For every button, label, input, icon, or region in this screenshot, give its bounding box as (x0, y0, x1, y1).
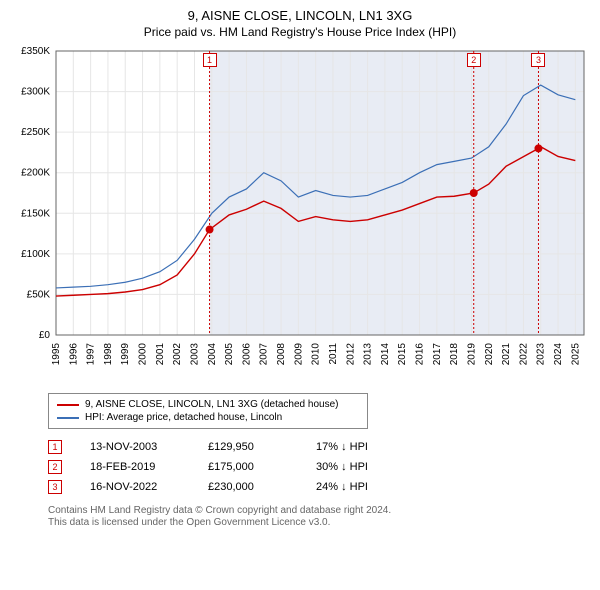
sale-marker-1: 1 (203, 53, 217, 67)
svg-text:£350K: £350K (21, 46, 50, 57)
svg-text:1995: 1995 (51, 343, 62, 366)
price-chart: £0 £50K £100K £150K £200K £250K £300K £350K 1995… (8, 45, 592, 385)
svg-text:2019: 2019 (466, 343, 477, 366)
sale-row: 2 18-FEB-2019 £175,000 30% ↓ HPI (48, 457, 592, 477)
attribution-text: Contains HM Land Registry data © Crown c… (48, 505, 592, 528)
sale-marker-2: 2 (467, 53, 481, 67)
svg-text:£0: £0 (39, 330, 51, 341)
svg-text:2011: 2011 (328, 343, 339, 365)
sale-row: 1 13-NOV-2003 £129,950 17% ↓ HPI (48, 437, 592, 457)
svg-text:2008: 2008 (276, 343, 287, 366)
attribution-line-1: Contains HM Land Registry data © Crown c… (48, 505, 592, 516)
svg-text:£250K: £250K (21, 127, 50, 138)
sale-price: £175,000 (208, 461, 288, 473)
svg-text:2017: 2017 (432, 343, 443, 366)
svg-text:2016: 2016 (415, 343, 426, 366)
svg-text:£100K: £100K (21, 249, 50, 260)
sale-row-marker: 1 (48, 440, 62, 454)
svg-text:£50K: £50K (27, 289, 51, 300)
svg-text:2007: 2007 (259, 343, 270, 366)
svg-text:2025: 2025 (570, 343, 581, 366)
chart-svg: £0 £50K £100K £150K £200K £250K £300K £350K 1995… (8, 45, 592, 385)
svg-text:2014: 2014 (380, 343, 391, 366)
svg-text:2000: 2000 (138, 343, 149, 366)
svg-text:2023: 2023 (536, 343, 547, 366)
attribution-line-2: This data is licensed under the Open Gov… (48, 517, 592, 528)
chart-legend: 9, AISNE CLOSE, LINCOLN, LN1 3XG (detach… (48, 393, 368, 429)
svg-text:1997: 1997 (86, 343, 97, 366)
sale-marker-3: 3 (531, 53, 545, 67)
svg-text:2020: 2020 (484, 343, 495, 366)
svg-text:2012: 2012 (345, 343, 356, 366)
sale-date: 16-NOV-2022 (90, 481, 180, 493)
legend-label: 9, AISNE CLOSE, LINCOLN, LN1 3XG (detach… (85, 399, 338, 410)
sales-table: 1 13-NOV-2003 £129,950 17% ↓ HPI 2 18-FEB-201… (48, 437, 592, 497)
svg-text:1996: 1996 (68, 343, 79, 366)
svg-text:2013: 2013 (363, 343, 374, 366)
svg-text:2018: 2018 (449, 343, 460, 366)
svg-text:£200K: £200K (21, 168, 50, 179)
sale-row-marker: 3 (48, 480, 62, 494)
svg-text:£300K: £300K (21, 87, 50, 98)
sale-date: 18-FEB-2019 (90, 461, 180, 473)
sale-vs-hpi: 17% ↓ HPI (316, 441, 396, 453)
svg-text:1999: 1999 (120, 343, 131, 366)
svg-text:2004: 2004 (207, 343, 218, 366)
svg-text:2024: 2024 (553, 343, 564, 366)
legend-swatch (57, 404, 79, 406)
svg-text:2010: 2010 (311, 343, 322, 366)
svg-text:2015: 2015 (397, 343, 408, 366)
sale-row: 3 16-NOV-2022 £230,000 24% ↓ HPI (48, 477, 592, 497)
sale-row-marker: 2 (48, 460, 62, 474)
legend-swatch (57, 417, 79, 419)
sale-vs-hpi: 30% ↓ HPI (316, 461, 396, 473)
svg-text:2009: 2009 (293, 343, 304, 366)
sale-date: 13-NOV-2003 (90, 441, 180, 453)
svg-text:£150K: £150K (21, 208, 50, 219)
svg-text:2001: 2001 (155, 343, 166, 366)
svg-text:1998: 1998 (103, 343, 114, 366)
legend-label: HPI: Average price, detached house, Linc… (85, 412, 282, 423)
legend-item: HPI: Average price, detached house, Linc… (57, 411, 359, 424)
page-title: 9, AISNE CLOSE, LINCOLN, LN1 3XG (8, 8, 592, 23)
svg-text:2006: 2006 (241, 343, 252, 366)
sale-vs-hpi: 24% ↓ HPI (316, 481, 396, 493)
sale-price: £129,950 (208, 441, 288, 453)
page-subtitle: Price paid vs. HM Land Registry's House … (8, 25, 592, 39)
svg-text:2021: 2021 (501, 343, 512, 366)
svg-text:2005: 2005 (224, 343, 235, 366)
sale-price: £230,000 (208, 481, 288, 493)
svg-text:2003: 2003 (189, 343, 200, 366)
svg-text:2002: 2002 (172, 343, 183, 366)
svg-text:2022: 2022 (518, 343, 529, 366)
legend-item: 9, AISNE CLOSE, LINCOLN, LN1 3XG (detach… (57, 398, 359, 411)
